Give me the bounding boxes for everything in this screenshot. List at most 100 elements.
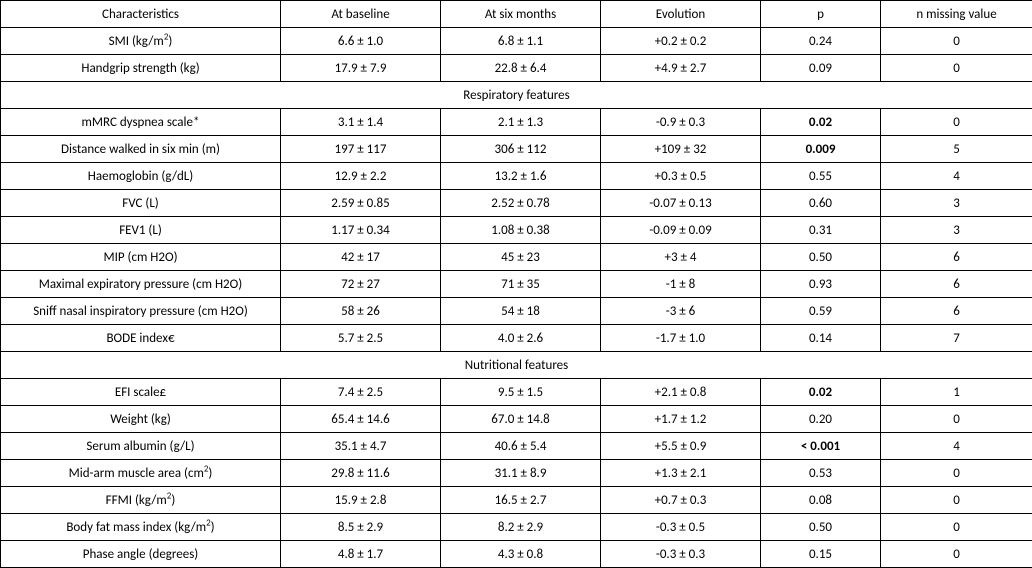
col-missing: n missing value (881, 1, 1032, 28)
cell-six-months: 71 ± 35 (441, 271, 601, 298)
cell-baseline: 15.9 ± 2.8 (281, 487, 441, 514)
cell-six-months: 31.1 ± 8.9 (441, 460, 601, 487)
table-row: Haemoglobin (g/dL)12.9 ± 2.213.2 ± 1.6+0… (1, 163, 1032, 190)
cell-characteristic: EFI scale£ (1, 379, 281, 406)
cell-p: 0.14 (761, 325, 881, 352)
cell-characteristic: SMI (kg/m2) (1, 28, 281, 55)
cell-characteristic: FEV1 (L) (1, 217, 281, 244)
cell-six-months: 1.08 ± 0.38 (441, 217, 601, 244)
cell-six-months: 9.5 ± 1.5 (441, 379, 601, 406)
cell-evolution: -0.09 ± 0.09 (601, 217, 761, 244)
table-row: Sniff nasal inspiratory pressure (cm H2O… (1, 298, 1032, 325)
cell-baseline: 3.1 ± 1.4 (281, 109, 441, 136)
table-row: MIP (cm H2O)42 ± 1745 ± 23+3 ± 40.506 (1, 244, 1032, 271)
cell-evolution: +0.7 ± 0.3 (601, 487, 761, 514)
cell-characteristic: FFMI (kg/m2) (1, 487, 281, 514)
cell-p: 0.02 (761, 379, 881, 406)
cell-missing: 7 (881, 325, 1032, 352)
cell-evolution: +1.7 ± 1.2 (601, 406, 761, 433)
cell-p: 0.53 (761, 460, 881, 487)
cell-characteristic: Weight (kg) (1, 406, 281, 433)
cell-p: 0.55 (761, 163, 881, 190)
cell-evolution: -3 ± 6 (601, 298, 761, 325)
table-row: FEV1 (L)1.17 ± 0.341.08 ± 0.38-0.09 ± 0.… (1, 217, 1032, 244)
table-row: Body fat mass index (kg/m2)8.5 ± 2.98.2 … (1, 514, 1032, 541)
cell-baseline: 4.8 ± 1.7 (281, 541, 441, 568)
cell-p: 0.09 (761, 55, 881, 82)
cell-evolution: -0.07 ± 0.13 (601, 190, 761, 217)
cell-six-months: 16.5 ± 2.7 (441, 487, 601, 514)
cell-p: 0.50 (761, 244, 881, 271)
cell-p: 0.20 (761, 406, 881, 433)
cell-characteristic: MIP (cm H2O) (1, 244, 281, 271)
cell-p: 0.59 (761, 298, 881, 325)
cell-six-months: 4.0 ± 2.6 (441, 325, 601, 352)
col-characteristics: Characteristics (1, 1, 281, 28)
cell-baseline: 7.4 ± 2.5 (281, 379, 441, 406)
cell-evolution: +3 ± 4 (601, 244, 761, 271)
cell-characteristic: FVC (L) (1, 190, 281, 217)
cell-missing: 6 (881, 298, 1032, 325)
cell-evolution: -1.7 ± 1.0 (601, 325, 761, 352)
table-row: Serum albumin (g/L)35.1 ± 4.740.6 ± 5.4+… (1, 433, 1032, 460)
cell-evolution: -0.3 ± 0.3 (601, 541, 761, 568)
cell-missing: 0 (881, 460, 1032, 487)
table-row: Distance walked in six min (m)197 ± 1173… (1, 136, 1032, 163)
cell-baseline: 65.4 ± 14.6 (281, 406, 441, 433)
cell-evolution: +109 ± 32 (601, 136, 761, 163)
table-row: Phase angle (degrees)4.8 ± 1.74.3 ± 0.8-… (1, 541, 1032, 568)
cell-missing: 6 (881, 244, 1032, 271)
cell-characteristic: Maximal expiratory pressure (cm H2O) (1, 271, 281, 298)
cell-six-months: 6.8 ± 1.1 (441, 28, 601, 55)
cell-baseline: 6.6 ± 1.0 (281, 28, 441, 55)
cell-baseline: 72 ± 27 (281, 271, 441, 298)
cell-evolution: +5.5 ± 0.9 (601, 433, 761, 460)
cell-six-months: 2.52 ± 0.78 (441, 190, 601, 217)
cell-p: 0.24 (761, 28, 881, 55)
cell-characteristic: Sniff nasal inspiratory pressure (cm H2O… (1, 298, 281, 325)
cell-six-months: 4.3 ± 0.8 (441, 541, 601, 568)
cell-characteristic: Distance walked in six min (m) (1, 136, 281, 163)
table-row: Maximal expiratory pressure (cm H2O)72 ±… (1, 271, 1032, 298)
section-row: Nutritional features (1, 352, 1032, 379)
section-title: Respiratory features (1, 82, 1032, 109)
cell-evolution: +0.3 ± 0.5 (601, 163, 761, 190)
cell-six-months: 54 ± 18 (441, 298, 601, 325)
cell-characteristic: Handgrip strength (kg) (1, 55, 281, 82)
cell-six-months: 40.6 ± 5.4 (441, 433, 601, 460)
cell-six-months: 22.8 ± 6.4 (441, 55, 601, 82)
cell-evolution: -1 ± 8 (601, 271, 761, 298)
cell-evolution: -0.3 ± 0.5 (601, 514, 761, 541)
cell-baseline: 12.9 ± 2.2 (281, 163, 441, 190)
cell-six-months: 8.2 ± 2.9 (441, 514, 601, 541)
cell-baseline: 42 ± 17 (281, 244, 441, 271)
cell-missing: 3 (881, 217, 1032, 244)
col-six-months: At six months (441, 1, 601, 28)
cell-missing: 0 (881, 406, 1032, 433)
cell-missing: 0 (881, 109, 1032, 136)
table-row: EFI scale£7.4 ± 2.59.5 ± 1.5+2.1 ± 0.80.… (1, 379, 1032, 406)
cell-p: < 0.001 (761, 433, 881, 460)
cell-characteristic: Serum albumin (g/L) (1, 433, 281, 460)
cell-baseline: 1.17 ± 0.34 (281, 217, 441, 244)
cell-baseline: 5.7 ± 2.5 (281, 325, 441, 352)
cell-evolution: +0.2 ± 0.2 (601, 28, 761, 55)
cell-p: 0.009 (761, 136, 881, 163)
cell-p: 0.08 (761, 487, 881, 514)
cell-baseline: 17.9 ± 7.9 (281, 55, 441, 82)
cell-six-months: 306 ± 112 (441, 136, 601, 163)
cell-p: 0.02 (761, 109, 881, 136)
cell-characteristic: Phase angle (degrees) (1, 541, 281, 568)
table-row: SMI (kg/m2)6.6 ± 1.06.8 ± 1.1+0.2 ± 0.20… (1, 28, 1032, 55)
cell-p: 0.60 (761, 190, 881, 217)
cell-characteristic: Body fat mass index (kg/m2) (1, 514, 281, 541)
cell-six-months: 13.2 ± 1.6 (441, 163, 601, 190)
cell-characteristic: Mid-arm muscle area (cm2) (1, 460, 281, 487)
cell-baseline: 197 ± 117 (281, 136, 441, 163)
cell-missing: 3 (881, 190, 1032, 217)
cell-baseline: 8.5 ± 2.9 (281, 514, 441, 541)
table-row: FFMI (kg/m2)15.9 ± 2.816.5 ± 2.7+0.7 ± 0… (1, 487, 1032, 514)
cell-missing: 0 (881, 541, 1032, 568)
cell-six-months: 67.0 ± 14.8 (441, 406, 601, 433)
cell-evolution: +1.3 ± 2.1 (601, 460, 761, 487)
